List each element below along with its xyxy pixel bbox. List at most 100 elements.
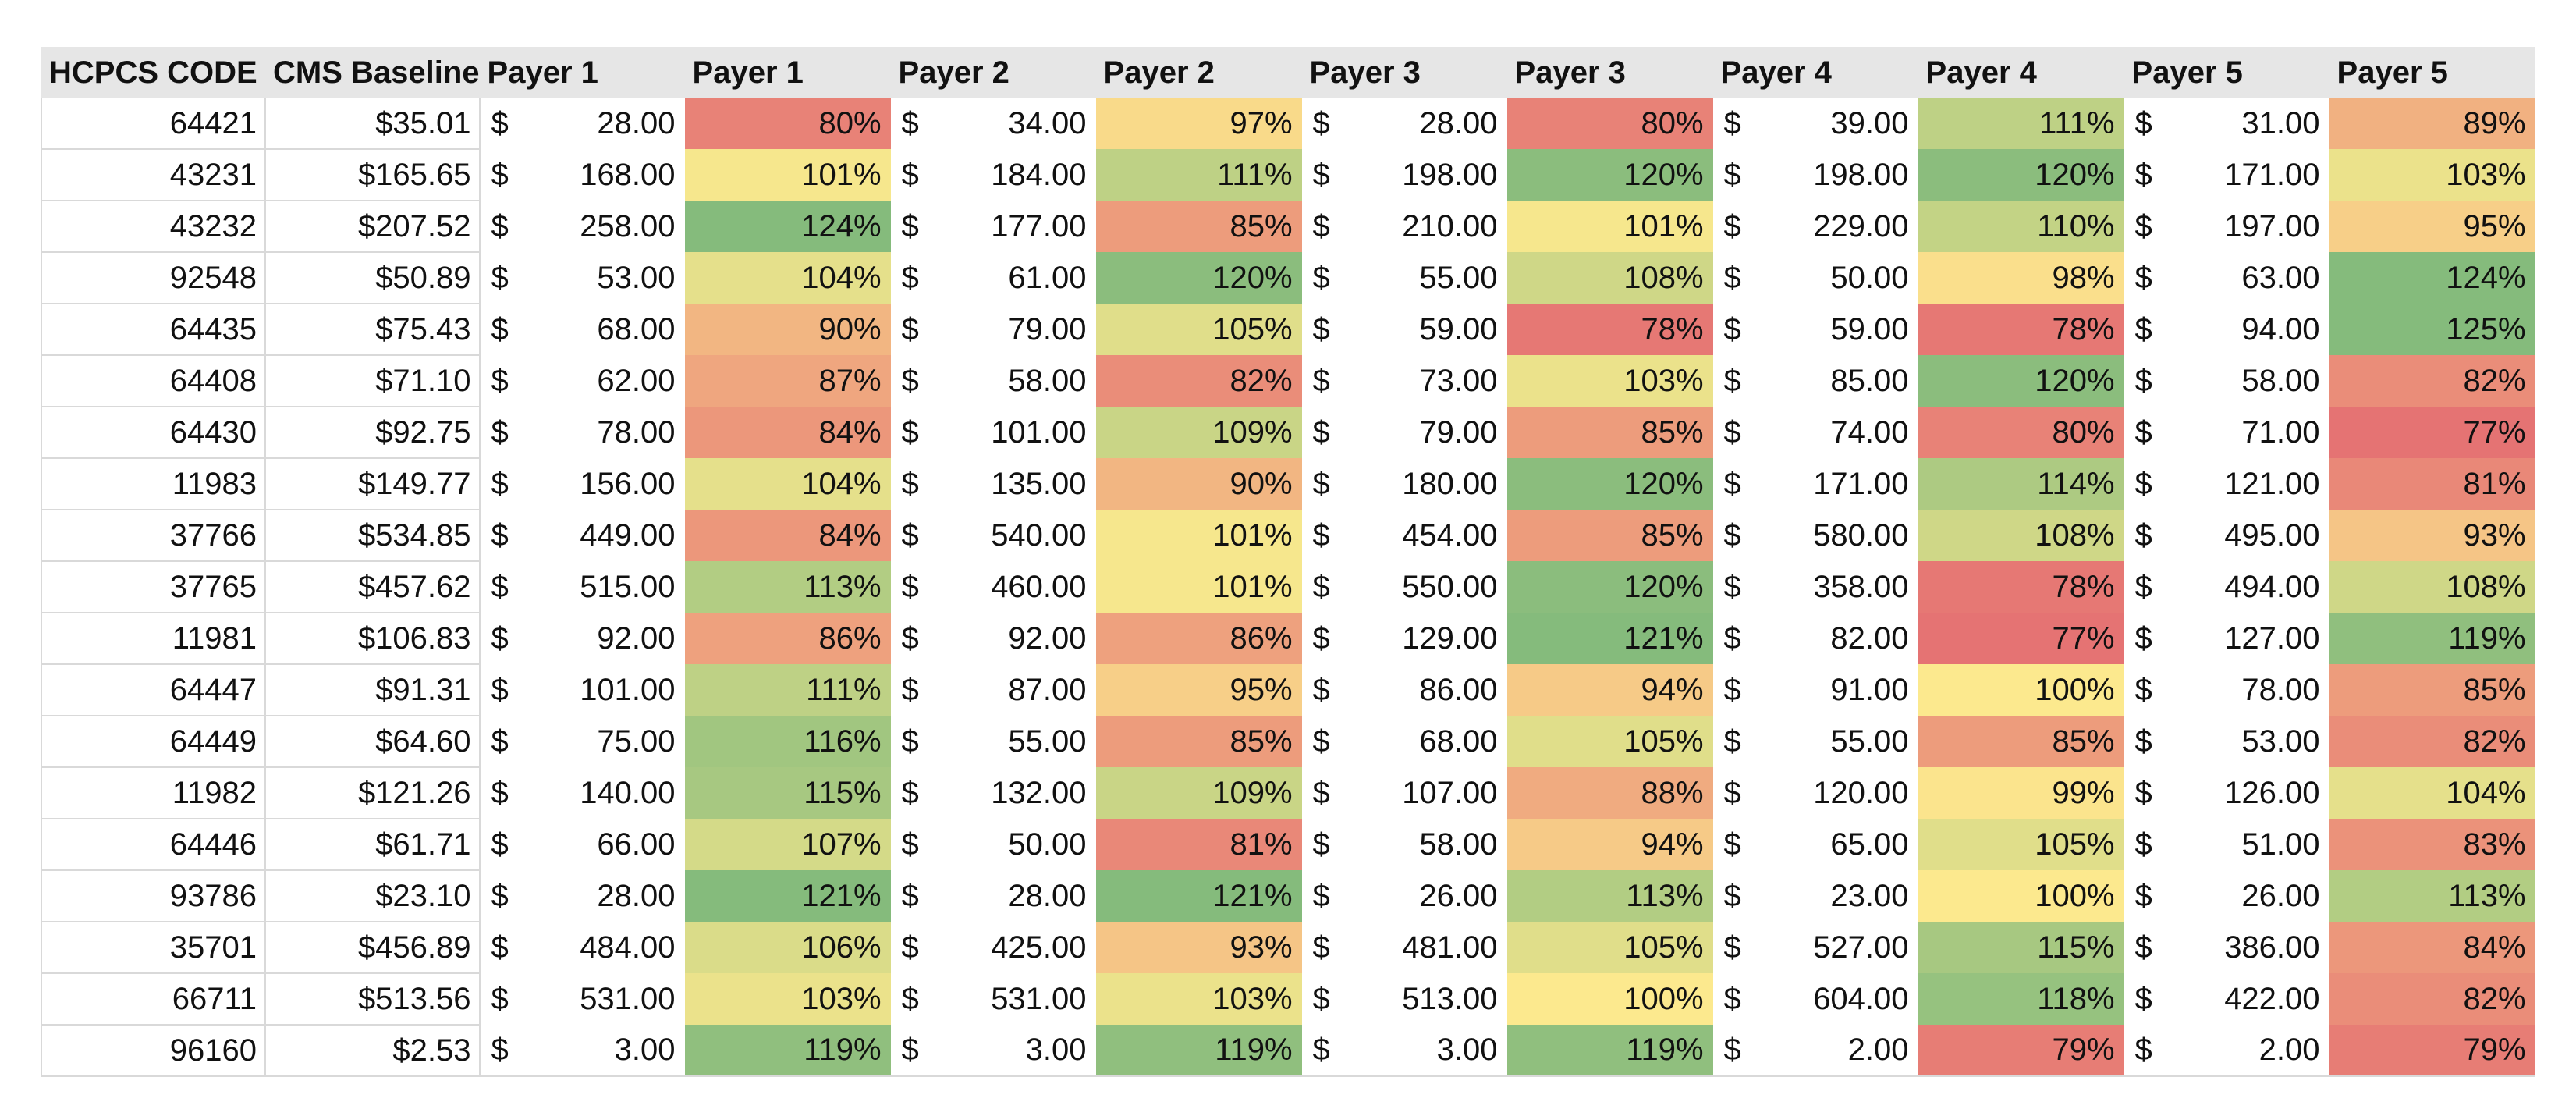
payer-amount-cell[interactable]: $120.00 (1713, 767, 1918, 819)
cms-baseline-cell[interactable]: $71.10 (265, 355, 481, 407)
payer-percent-cell[interactable]: 104% (684, 252, 891, 304)
cms-baseline-cell[interactable]: $149.77 (265, 458, 481, 510)
payer-percent-cell[interactable]: 77% (1918, 613, 2124, 664)
payer-percent-cell[interactable]: 94% (1506, 664, 1713, 716)
payer-percent-cell[interactable]: 90% (684, 304, 891, 355)
payer-percent-cell[interactable]: 98% (1918, 252, 2124, 304)
payer-amount-cell[interactable]: $71.00 (2124, 407, 2329, 458)
payer-amount-cell[interactable]: $101.00 (480, 664, 685, 716)
payer-percent-cell[interactable]: 111% (1918, 98, 2124, 149)
payer-percent-cell[interactable]: 80% (1918, 407, 2124, 458)
payer-amount-cell[interactable]: $132.00 (891, 767, 1096, 819)
payer-amount-cell[interactable]: $156.00 (480, 458, 685, 510)
payer-amount-cell[interactable]: $180.00 (1302, 458, 1507, 510)
payer-percent-cell[interactable]: 101% (1506, 201, 1713, 252)
payer-amount-cell[interactable]: $604.00 (1713, 973, 1918, 1025)
payer-percent-cell[interactable]: 101% (1095, 561, 1302, 613)
payer-amount-cell[interactable]: $53.00 (2124, 716, 2329, 767)
hcpcs-code-cell[interactable]: 66711 (41, 973, 266, 1026)
cms-baseline-cell[interactable]: $23.10 (265, 870, 481, 922)
payer-amount-cell[interactable]: $65.00 (1713, 819, 1918, 870)
payer-amount-cell[interactable]: $481.00 (1302, 922, 1507, 973)
payer-amount-cell[interactable]: $55.00 (1713, 716, 1918, 767)
hcpcs-code-cell[interactable]: 64430 (41, 407, 266, 459)
payer-percent-cell[interactable]: 94% (1506, 819, 1713, 870)
payer-amount-cell[interactable]: $386.00 (2124, 922, 2329, 973)
payer-percent-cell[interactable]: 93% (1095, 922, 1302, 973)
hcpcs-code-cell[interactable]: 93786 (41, 870, 266, 922)
payer-percent-cell[interactable]: 108% (1918, 510, 2124, 561)
payer-percent-cell[interactable]: 85% (2329, 664, 2535, 716)
payer-amount-cell[interactable]: $50.00 (1713, 252, 1918, 304)
payer-percent-cell[interactable]: 120% (1918, 149, 2124, 201)
payer-amount-cell[interactable]: $73.00 (1302, 355, 1507, 407)
payer-percent-cell[interactable]: 82% (2329, 973, 2535, 1025)
cms-baseline-cell[interactable]: $92.75 (265, 407, 481, 459)
payer-amount-cell[interactable]: $3.00 (1301, 1025, 1507, 1077)
payer-percent-cell[interactable]: 86% (684, 613, 891, 664)
payer-percent-cell[interactable]: 84% (684, 510, 891, 561)
payer-percent-cell[interactable]: 119% (684, 1025, 891, 1077)
hcpcs-code-cell[interactable]: 64447 (41, 664, 266, 716)
payer-percent-cell[interactable]: 124% (2329, 252, 2535, 304)
payer-amount-cell[interactable]: $135.00 (891, 458, 1096, 510)
cms-baseline-cell[interactable]: $2.53 (265, 1025, 481, 1077)
payer-percent-cell[interactable]: 107% (684, 819, 891, 870)
column-header[interactable]: Payer 1 (684, 47, 891, 98)
payer-percent-cell[interactable]: 100% (1918, 664, 2124, 716)
hcpcs-code-cell[interactable]: 43232 (41, 201, 266, 253)
payer-percent-cell[interactable]: 119% (1095, 1025, 1302, 1077)
payer-percent-cell[interactable]: 116% (684, 716, 891, 767)
cms-baseline-cell[interactable]: $513.56 (265, 973, 481, 1026)
payer-amount-cell[interactable]: $78.00 (480, 407, 685, 458)
payer-amount-cell[interactable]: $91.00 (1713, 664, 1918, 716)
payer-percent-cell[interactable]: 83% (2329, 819, 2535, 870)
payer-percent-cell[interactable]: 84% (2329, 922, 2535, 973)
hcpcs-code-cell[interactable]: 64449 (41, 716, 266, 768)
payer-amount-cell[interactable]: $82.00 (1713, 613, 1918, 664)
payer-amount-cell[interactable]: $184.00 (891, 149, 1096, 201)
column-header[interactable]: Payer 4 (1712, 47, 1918, 98)
payer-percent-cell[interactable]: 100% (1506, 973, 1713, 1025)
hcpcs-code-cell[interactable]: 11982 (41, 767, 266, 819)
payer-amount-cell[interactable]: $26.00 (2124, 870, 2329, 922)
payer-amount-cell[interactable]: $422.00 (2124, 973, 2329, 1025)
payer-percent-cell[interactable]: 80% (1506, 98, 1713, 149)
hcpcs-code-cell[interactable]: 64408 (41, 355, 266, 407)
payer-percent-cell[interactable]: 77% (2329, 407, 2535, 458)
payer-percent-cell[interactable]: 100% (1918, 870, 2124, 922)
payer-amount-cell[interactable]: $28.00 (1302, 98, 1507, 149)
payer-amount-cell[interactable]: $74.00 (1713, 407, 1918, 458)
hcpcs-code-cell[interactable]: 43231 (41, 149, 266, 201)
column-header[interactable]: CMS Baseline (265, 47, 480, 98)
payer-percent-cell[interactable]: 101% (1095, 510, 1302, 561)
payer-amount-cell[interactable]: $454.00 (1302, 510, 1507, 561)
payer-percent-cell[interactable]: 93% (2329, 510, 2535, 561)
payer-percent-cell[interactable]: 124% (684, 201, 891, 252)
payer-percent-cell[interactable]: 79% (1918, 1025, 2124, 1077)
payer-percent-cell[interactable]: 105% (1918, 819, 2124, 870)
payer-percent-cell[interactable]: 88% (1506, 767, 1713, 819)
payer-amount-cell[interactable]: $531.00 (891, 973, 1096, 1025)
payer-percent-cell[interactable]: 85% (1095, 201, 1302, 252)
payer-amount-cell[interactable]: $94.00 (2124, 304, 2329, 355)
cms-baseline-cell[interactable]: $50.89 (265, 252, 481, 304)
column-header[interactable]: Payer 3 (1301, 47, 1507, 98)
payer-percent-cell[interactable]: 113% (1506, 870, 1713, 922)
payer-percent-cell[interactable]: 120% (1095, 252, 1302, 304)
payer-percent-cell[interactable]: 120% (1918, 355, 2124, 407)
payer-percent-cell[interactable]: 86% (1095, 613, 1302, 664)
payer-percent-cell[interactable]: 80% (684, 98, 891, 149)
payer-percent-cell[interactable]: 103% (1506, 355, 1713, 407)
cms-baseline-cell[interactable]: $35.01 (265, 98, 481, 150)
payer-percent-cell[interactable]: 87% (684, 355, 891, 407)
payer-percent-cell[interactable]: 110% (1918, 201, 2124, 252)
payer-percent-cell[interactable]: 105% (1506, 922, 1713, 973)
payer-amount-cell[interactable]: $527.00 (1713, 922, 1918, 973)
payer-amount-cell[interactable]: $484.00 (480, 922, 685, 973)
payer-amount-cell[interactable]: $85.00 (1713, 355, 1918, 407)
payer-percent-cell[interactable]: 120% (1506, 458, 1713, 510)
payer-amount-cell[interactable]: $210.00 (1302, 201, 1507, 252)
payer-amount-cell[interactable]: $79.00 (891, 304, 1096, 355)
payer-amount-cell[interactable]: $23.00 (1713, 870, 1918, 922)
